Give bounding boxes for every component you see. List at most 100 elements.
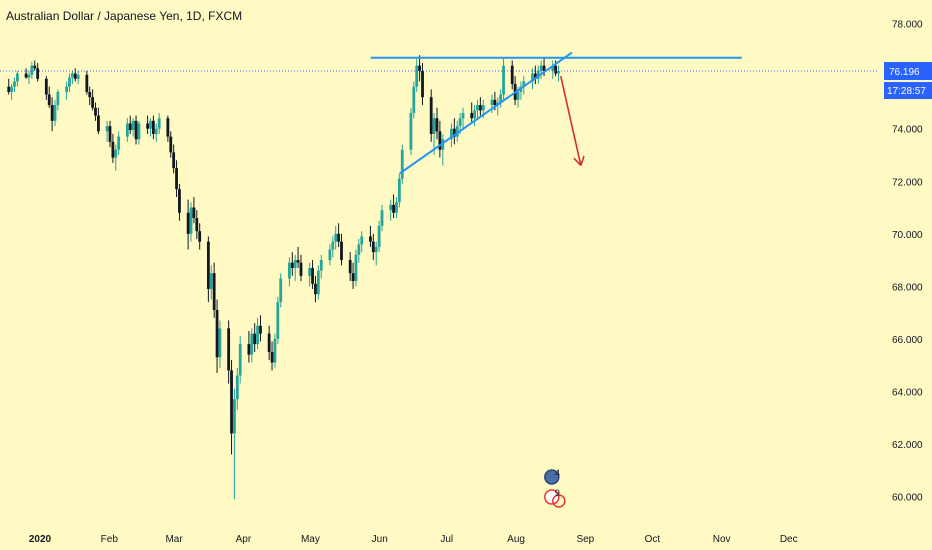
candle	[461, 107, 465, 129]
candle	[137, 120, 141, 145]
candle	[316, 265, 320, 300]
candle	[531, 68, 534, 90]
event-badges[interactable]: 49	[544, 468, 566, 508]
candle	[105, 120, 109, 142]
candle	[30, 61, 34, 79]
time-tick-label: Feb	[101, 534, 119, 545]
price-tick-label: 78.000	[892, 20, 923, 31]
time-axis[interactable]: 2020 Feb Mar Apr May Jun Jul Aug Sep Oct Nov Dec	[29, 534, 798, 545]
candle	[50, 97, 54, 132]
candle	[189, 202, 193, 242]
candle	[311, 260, 314, 289]
candle	[539, 60, 543, 79]
candle	[397, 173, 401, 208]
candle	[510, 60, 514, 90]
candle	[470, 102, 474, 124]
candle	[76, 70, 80, 85]
candle	[334, 225, 338, 250]
candle	[389, 199, 393, 221]
candle	[7, 78, 11, 95]
candle	[499, 89, 503, 108]
price-tick-label: 60.000	[892, 492, 923, 503]
candle	[36, 63, 40, 82]
candle	[146, 115, 150, 134]
price-tick-label: 62.000	[892, 440, 923, 451]
candle	[455, 120, 459, 142]
candle	[452, 118, 456, 145]
candle	[65, 81, 68, 100]
drawings-layer	[0, 51, 878, 175]
price-tick-label: 72.000	[892, 177, 923, 188]
candle	[56, 89, 60, 111]
candle	[215, 299, 219, 374]
projection-arrow[interactable]	[559, 76, 582, 166]
price-axis[interactable]: 60.000 62.000 64.000 66.000 68.000 70.000 72.0…	[884, 20, 932, 504]
candle	[290, 252, 294, 276]
candle	[157, 112, 161, 134]
time-tick-label: May	[301, 534, 320, 545]
candle	[85, 70, 89, 95]
candle	[15, 70, 19, 87]
arrow-head	[573, 157, 582, 167]
candle	[299, 254, 303, 282]
bar-countdown-tag: 17:28:57	[884, 82, 932, 100]
candle	[418, 55, 422, 82]
candle	[409, 107, 413, 155]
candle	[117, 131, 121, 155]
candle	[380, 204, 384, 232]
candle	[73, 68, 77, 82]
candle	[10, 84, 14, 100]
candle	[340, 233, 343, 266]
last-price-label: 76.196	[889, 67, 920, 78]
candle	[551, 60, 555, 79]
arrow-head	[580, 155, 585, 166]
candle	[68, 73, 71, 92]
candle	[134, 115, 138, 145]
candle	[233, 388, 236, 500]
candle	[97, 107, 100, 134]
candle	[360, 231, 364, 253]
candle	[438, 120, 442, 158]
candle	[151, 115, 155, 140]
candle	[421, 63, 424, 106]
candle	[108, 120, 112, 148]
candle	[70, 70, 74, 85]
candle	[44, 76, 48, 100]
candle	[296, 246, 300, 268]
candle	[319, 254, 323, 279]
support-trendline[interactable]	[399, 51, 573, 175]
time-tick-label: Sep	[576, 534, 594, 545]
candle	[253, 323, 257, 352]
dividend-icon[interactable]: 9	[544, 488, 566, 508]
candle	[273, 333, 277, 368]
candle	[270, 341, 274, 371]
candle	[235, 367, 239, 410]
candle	[314, 275, 317, 303]
time-tick-label: Dec	[780, 534, 798, 545]
candle	[279, 273, 283, 308]
candle	[357, 239, 361, 263]
candle	[429, 89, 433, 142]
news-icon[interactable]: 4	[544, 468, 560, 485]
chart-title: Australian Dollar / Japanese Yen, 1D, FX…	[6, 9, 243, 23]
candle	[435, 107, 439, 140]
candle	[288, 257, 291, 287]
last-price-tag: 76.196	[884, 62, 932, 81]
candle	[473, 105, 477, 127]
candle	[212, 262, 216, 318]
candle	[374, 241, 378, 266]
candle	[293, 254, 297, 282]
candle	[169, 131, 173, 158]
candle	[276, 296, 280, 345]
candle	[13, 77, 16, 92]
candle	[441, 133, 445, 166]
time-tick-label: Oct	[645, 534, 661, 545]
candle	[247, 330, 251, 363]
time-tick-label: Jul	[440, 534, 453, 545]
candle	[128, 115, 132, 134]
candle	[53, 99, 57, 127]
candle	[154, 123, 158, 142]
candle	[478, 97, 482, 116]
candle	[267, 325, 271, 360]
